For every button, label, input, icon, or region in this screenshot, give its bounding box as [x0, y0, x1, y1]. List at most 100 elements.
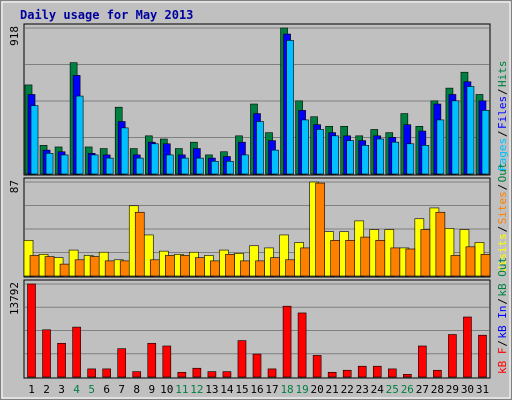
bar-pages-day-6-body — [105, 157, 114, 175]
bar-kb-f-day-17 — [267, 368, 277, 378]
bar-sites-day-27-body — [420, 229, 431, 277]
bar-kb-f-day-10-body — [162, 345, 172, 378]
bar-sites-day-10 — [165, 255, 175, 277]
bar-sites-day-1 — [29, 255, 40, 277]
legend-label-out: Out — [496, 163, 509, 183]
x-tick-label-8: 8 — [133, 383, 140, 396]
bar-sites-day-9 — [149, 259, 160, 277]
bar-kb-f-day-23-body — [357, 365, 367, 378]
bar-sites-day-7-body — [119, 260, 130, 277]
bar-kb-f-day-25 — [387, 368, 397, 378]
bar-kb-f-day-3 — [57, 342, 66, 378]
bar-sites-day-9-body — [149, 259, 160, 277]
bar-kb-f-day-31 — [478, 334, 487, 378]
bar-sites-day-18 — [285, 259, 295, 277]
bar-sites-day-7 — [119, 260, 130, 277]
bar-sites-day-22-body — [345, 240, 355, 277]
bar-pages-day-23 — [361, 145, 370, 175]
bar-kb-f-day-9-body — [147, 342, 157, 378]
bar-pages-day-28-body — [436, 119, 445, 175]
panel-2-max-label: 87 — [8, 180, 21, 193]
bar-sites-day-5 — [89, 256, 100, 277]
panel-3-legend: kB F/kB In/kB Out — [496, 257, 509, 374]
bar-kb-f-day-29-body — [448, 334, 457, 378]
bar-pages-day-29 — [451, 100, 460, 175]
bar-kb-f-day-1 — [27, 283, 36, 378]
legend-label-pages: Pages — [496, 138, 509, 171]
bar-kb-f-day-8 — [132, 371, 142, 378]
x-tick-label-23: 23 — [356, 383, 369, 396]
bar-kb-f-day-19 — [297, 312, 307, 378]
x-tick-label-11: 11 — [175, 383, 188, 396]
x-tick-label-20: 20 — [311, 383, 324, 396]
x-tick-label-21: 21 — [326, 383, 339, 396]
legend-separator: / — [496, 88, 509, 95]
bar-sites-day-16 — [255, 260, 265, 277]
bar-sites-day-25 — [390, 247, 401, 277]
bar-kb-f-day-14 — [222, 371, 232, 378]
bar-pages-day-31-body — [481, 110, 490, 175]
x-tick-label-25: 25 — [386, 383, 399, 396]
x-axis-ticks: 1 2 3 4 5 6 7 8 9 10 11 12 13 14 15 16 17 18 19 20 21 22 23 24 2… — [28, 383, 489, 396]
panel-3-max-label: 13792 — [8, 282, 21, 315]
bar-sites-day-14-body — [225, 254, 235, 277]
legend-label-files: Files — [496, 96, 509, 129]
bar-sites-day-4-body — [74, 259, 85, 277]
bar-sites-day-26 — [405, 248, 416, 277]
bar-pages-day-21-body — [331, 135, 339, 175]
panel-3: 13792 kB F/kB In/kB Out — [8, 257, 509, 379]
bar-sites-day-2 — [44, 256, 55, 277]
x-tick-label-13: 13 — [205, 383, 218, 396]
bar-sites-day-28 — [435, 211, 446, 277]
bar-sites-day-8 — [134, 211, 145, 277]
bar-pages-day-19-body — [301, 119, 309, 175]
bar-sites-day-30 — [465, 246, 476, 277]
bar-kb-f-day-28-body — [433, 369, 442, 378]
bar-kb-f-day-9 — [147, 342, 157, 378]
bar-sites-day-22 — [345, 240, 355, 277]
bar-kb-f-day-28 — [433, 369, 442, 378]
bar-pages-day-15 — [241, 154, 249, 175]
bar-pages-day-24-body — [376, 138, 385, 175]
bar-kb-f-day-23 — [357, 365, 367, 378]
bar-kb-f-day-19-body — [297, 312, 307, 378]
bar-sites-day-19 — [300, 247, 310, 277]
bar-sites-day-5-body — [89, 256, 100, 277]
x-tick-label-1: 1 — [28, 383, 35, 396]
bar-kb-f-day-10 — [162, 345, 172, 378]
bar-visits-day-18 — [279, 234, 289, 277]
bar-kb-f-day-21 — [327, 371, 337, 378]
bar-pages-day-11-body — [181, 157, 189, 175]
bar-kb-f-day-16-body — [252, 353, 262, 378]
bar-pages-day-24 — [376, 138, 385, 175]
bar-kb-f-day-13 — [207, 371, 217, 378]
bar-pages-day-12-body — [196, 157, 204, 175]
legend-label-kb-in: kB In — [496, 305, 509, 338]
bar-pages-day-1-body — [30, 105, 39, 175]
bar-pages-day-11 — [181, 157, 189, 175]
bar-pages-day-1 — [30, 105, 39, 175]
x-tick-label-19: 19 — [295, 383, 308, 396]
bar-pages-day-13-body — [211, 160, 219, 175]
x-tick-label-6: 6 — [103, 383, 110, 396]
x-tick-label-26: 26 — [401, 383, 414, 396]
bar-sites-day-24-body — [375, 240, 386, 277]
bar-kb-f-day-20-body — [312, 355, 322, 378]
x-tick-label-28: 28 — [431, 383, 444, 396]
bar-kb-f-day-29 — [448, 334, 457, 378]
bar-kb-f-day-24 — [372, 365, 382, 378]
bar-sites-day-25-body — [390, 247, 401, 277]
bar-pages-day-8 — [135, 157, 144, 175]
bar-sites-day-12 — [195, 257, 205, 277]
bar-pages-day-21 — [331, 135, 339, 175]
x-tick-label-10: 10 — [160, 383, 173, 396]
bar-pages-day-3 — [60, 154, 69, 175]
bar-pages-day-22 — [346, 140, 354, 175]
bar-sites-day-31 — [480, 254, 491, 277]
bar-sites-day-13 — [210, 260, 220, 277]
bar-kb-f-day-27-body — [418, 345, 427, 378]
x-tick-label-24: 24 — [371, 383, 385, 396]
bar-sites-day-8-body — [134, 211, 145, 277]
x-tick-label-18: 18 — [280, 383, 293, 396]
